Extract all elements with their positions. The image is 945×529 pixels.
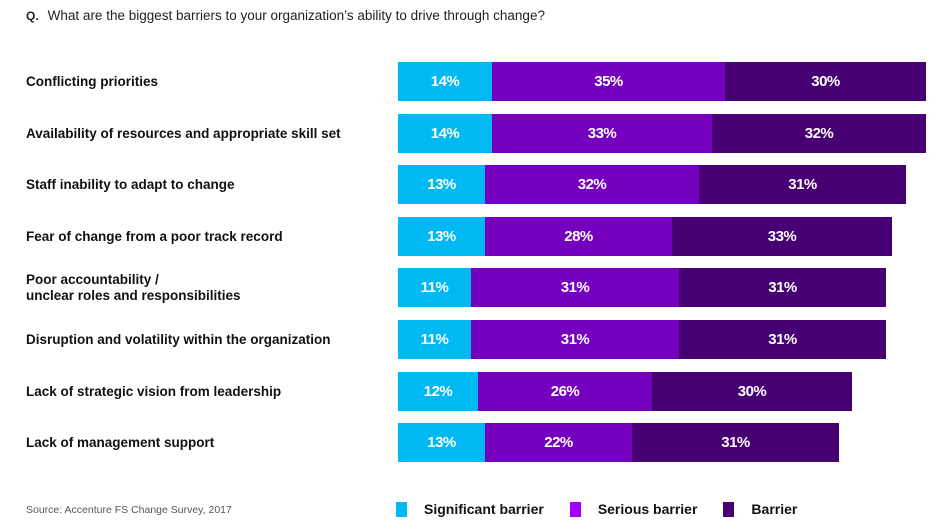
- data-label: 12%: [423, 383, 453, 400]
- data-label: 30%: [737, 383, 767, 400]
- bar-segment-barrier: 31%: [679, 320, 886, 359]
- bar-segment-serious: 33%: [492, 114, 712, 153]
- category-label: Availability of resources and appropriat…: [26, 126, 341, 142]
- data-label: 33%: [767, 228, 797, 245]
- bar-segment-serious: 32%: [485, 165, 699, 204]
- bar-row: 11% 31% 31%: [398, 320, 886, 359]
- category-label: Disruption and volatility within the org…: [26, 332, 331, 348]
- data-label: 32%: [577, 176, 607, 193]
- source-note: Source: Accenture FS Change Survey, 2017: [26, 504, 232, 516]
- bar-segment-serious: 22%: [485, 423, 632, 462]
- data-label: 13%: [427, 434, 456, 451]
- bar-segment-serious: 35%: [492, 62, 725, 101]
- data-label: 14%: [430, 73, 460, 90]
- legend-item-significant: Significant barrier: [396, 501, 544, 517]
- legend-label: Barrier: [751, 501, 798, 517]
- bar-row: 13% 28% 33%: [398, 217, 892, 256]
- bar-row: 13% 32% 31%: [398, 165, 906, 204]
- legend-swatch-significant: [396, 501, 407, 517]
- data-label: 33%: [587, 125, 617, 142]
- bar-segment-significant: 11%: [398, 268, 471, 307]
- category-label: Poor accountability / unclear roles and r…: [26, 272, 241, 304]
- bar-segment-serious: 28%: [485, 217, 672, 256]
- bar-segment-barrier: 31%: [699, 165, 906, 204]
- bar-segment-serious: 31%: [471, 268, 679, 307]
- bar-segment-significant: 13%: [398, 165, 485, 204]
- bar-segment-significant: 12%: [398, 372, 478, 411]
- bar-segment-serious: 31%: [471, 320, 679, 359]
- category-label-line: Availability of resources and appropriat…: [26, 125, 341, 141]
- bar-segment-significant: 13%: [398, 217, 485, 256]
- bar-row: 13% 22% 31%: [398, 423, 839, 462]
- legend-label: Significant barrier: [424, 501, 544, 517]
- data-label: 31%: [721, 434, 750, 451]
- bar-segment-barrier: 31%: [679, 268, 886, 307]
- bar-segment-barrier: 30%: [725, 62, 926, 101]
- data-label: 31%: [768, 331, 797, 348]
- legend-item-serious: Serious barrier: [569, 501, 698, 517]
- data-label: 14%: [430, 125, 460, 142]
- question-prefix: Q.: [26, 9, 39, 23]
- bar-row: 14% 35% 30%: [398, 62, 926, 101]
- question-text: What are the biggest barriers to your or…: [47, 8, 545, 23]
- category-label-line: Disruption and volatility within the org…: [26, 331, 331, 347]
- category-label-line: Poor accountability /: [26, 271, 159, 287]
- data-label: 28%: [564, 228, 593, 245]
- category-label: Conflicting priorities: [26, 74, 158, 90]
- data-label: 26%: [550, 383, 580, 400]
- category-label-line: unclear roles and responsibilities: [26, 287, 241, 303]
- data-label: 32%: [804, 125, 834, 142]
- bar-segment-serious: 26%: [478, 372, 652, 411]
- category-label: Staff inability to adapt to change: [26, 177, 235, 193]
- data-label: 31%: [788, 176, 817, 193]
- data-label: 11%: [420, 331, 449, 348]
- category-label-line: Staff inability to adapt to change: [26, 176, 235, 192]
- legend-swatch-barrier: [723, 501, 735, 517]
- bar-segment-barrier: 32%: [712, 114, 926, 153]
- category-label: Lack of strategic vision from leadership: [26, 384, 281, 400]
- bar-segment-barrier: 31%: [632, 423, 839, 462]
- data-label: 22%: [544, 434, 573, 451]
- data-label: 35%: [594, 73, 623, 90]
- data-label: 30%: [811, 73, 840, 90]
- category-label-line: Lack of strategic vision from leadership: [26, 383, 282, 399]
- legend: Significant barrier Serious barrier Barr…: [396, 501, 823, 517]
- category-label-line: Conflicting priorities: [26, 73, 159, 89]
- data-label: 31%: [560, 331, 590, 348]
- bar-segment-significant: 14%: [398, 114, 492, 153]
- legend-item-barrier: Barrier: [723, 501, 797, 517]
- legend-label: Serious barrier: [597, 501, 698, 517]
- bar-segment-significant: 13%: [398, 423, 485, 462]
- data-label: 13%: [427, 228, 456, 245]
- data-label: 31%: [560, 279, 590, 296]
- category-label: Fear of change from a poor track record: [26, 229, 283, 245]
- bar-segment-significant: 11%: [398, 320, 471, 359]
- bar-row: 11% 31% 31%: [398, 268, 886, 307]
- bar-segment-barrier: 33%: [672, 217, 892, 256]
- question: Q. What are the biggest barriers to your …: [26, 8, 545, 23]
- data-label: 31%: [768, 279, 797, 296]
- category-label-line: Fear of change from a poor track record: [26, 228, 283, 244]
- category-label: Lack of management support: [26, 435, 214, 451]
- category-label-line: Lack of management support: [26, 434, 215, 450]
- data-label: 11%: [420, 279, 449, 296]
- data-label: 13%: [427, 176, 456, 193]
- bar-segment-significant: 14%: [398, 62, 492, 101]
- bar-segment-barrier: 30%: [652, 372, 852, 411]
- bar-row: 12% 26% 30%: [398, 372, 852, 411]
- bar-row: 14% 33% 32%: [398, 114, 926, 153]
- legend-swatch-serious: [569, 501, 581, 517]
